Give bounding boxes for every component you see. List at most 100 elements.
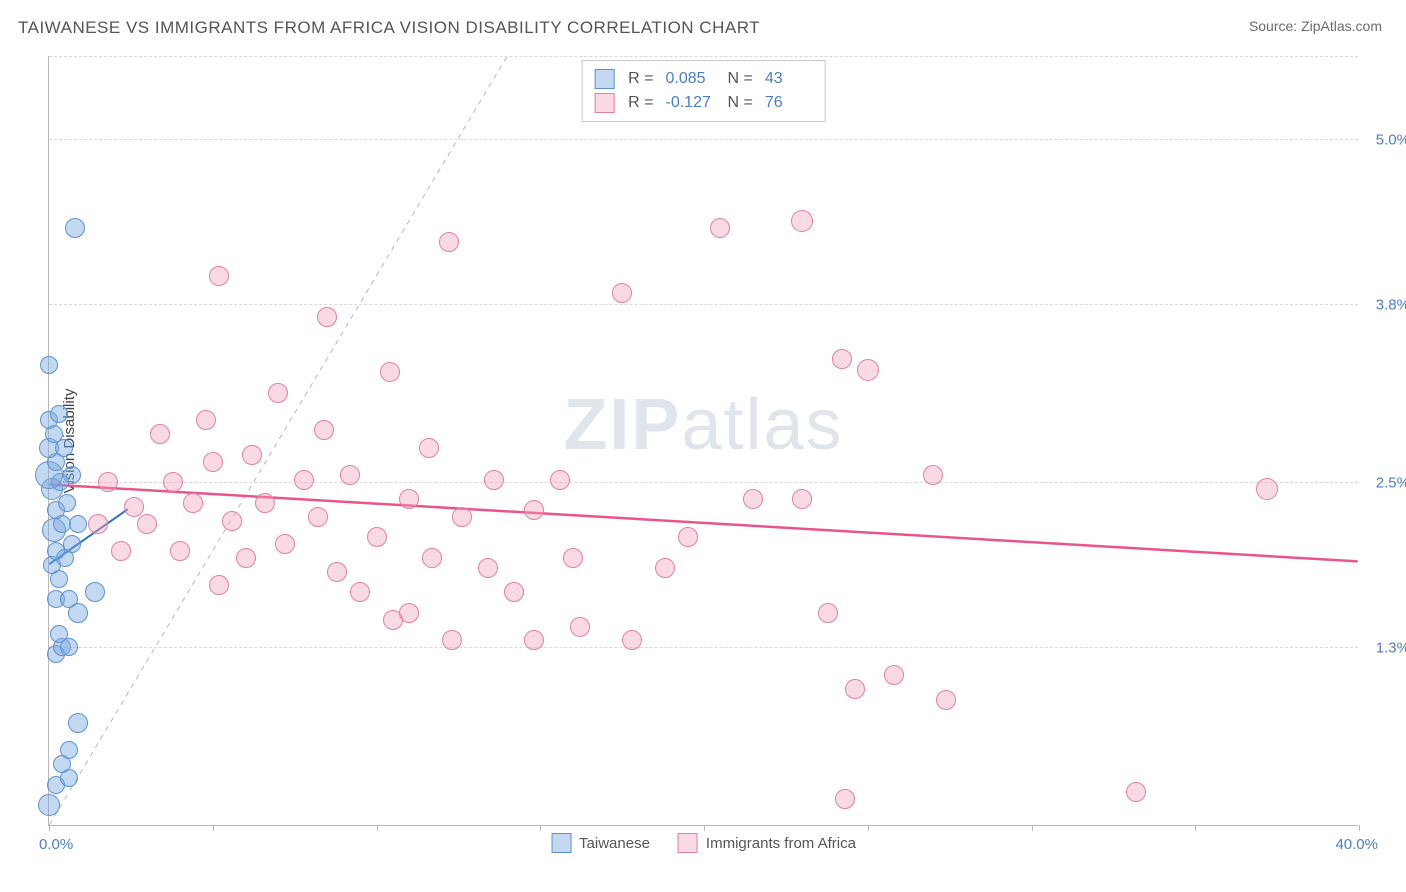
x-axis-max-label: 40.0% [1335, 836, 1378, 853]
x-tick [704, 825, 705, 831]
data-point [38, 794, 60, 816]
legend-item: Taiwanese [551, 833, 650, 853]
data-point [60, 741, 78, 759]
data-point [524, 630, 544, 650]
correlation-legend: R =0.085N =43R =-0.127N =76 [581, 60, 826, 122]
data-point [884, 665, 904, 685]
gridline: 1.3% [49, 647, 1358, 648]
data-point [655, 558, 675, 578]
data-point [340, 465, 360, 485]
data-point [63, 535, 81, 553]
gridline: 5.0% [49, 139, 1358, 140]
watermark: ZIPatlas [563, 384, 843, 466]
y-tick-label: 3.8% [1364, 296, 1406, 313]
data-point [832, 349, 852, 369]
source-label: Source: ZipAtlas.com [1249, 18, 1382, 34]
r-label: R = [628, 94, 653, 112]
data-point [58, 494, 76, 512]
x-tick [540, 825, 541, 831]
data-point [124, 497, 144, 517]
gridline [49, 56, 1358, 57]
data-point [317, 307, 337, 327]
data-point [504, 582, 524, 602]
data-point [367, 527, 387, 547]
data-point [242, 445, 262, 465]
data-point [419, 438, 439, 458]
plot-area: Vision Disability 1.3%2.5%3.8%5.0% 0.0% … [48, 56, 1358, 826]
data-point [622, 630, 642, 650]
data-point [563, 548, 583, 568]
data-point [524, 500, 544, 520]
gridline: 3.8% [49, 304, 1358, 305]
x-tick [1195, 825, 1196, 831]
data-point [350, 582, 370, 602]
data-point [399, 603, 419, 623]
data-point [68, 713, 88, 733]
data-point [170, 541, 190, 561]
data-point [327, 562, 347, 582]
data-point [314, 420, 334, 440]
x-tick [868, 825, 869, 831]
r-value: 0.085 [666, 70, 714, 88]
data-point [137, 514, 157, 534]
data-point [40, 356, 58, 374]
data-point [222, 511, 242, 531]
r-value: -0.127 [666, 94, 714, 112]
legend-swatch [551, 833, 571, 853]
data-point [111, 541, 131, 561]
y-tick-label: 1.3% [1364, 640, 1406, 657]
data-point [570, 617, 590, 637]
data-point [792, 489, 812, 509]
data-point [98, 472, 118, 492]
data-point [196, 410, 216, 430]
data-point [85, 582, 105, 602]
n-label: N = [728, 70, 753, 88]
line [49, 56, 507, 825]
series-legend: Taiwanese Immigrants from Africa [551, 833, 856, 853]
data-point [710, 218, 730, 238]
data-point [255, 493, 275, 513]
data-point [845, 679, 865, 699]
watermark-rest: atlas [681, 385, 843, 465]
n-value: 76 [765, 94, 813, 112]
data-point [63, 466, 81, 484]
x-tick [1032, 825, 1033, 831]
data-point [791, 210, 813, 232]
data-point [380, 362, 400, 382]
data-point [439, 232, 459, 252]
watermark-bold: ZIP [563, 385, 681, 465]
legend-row: R =0.085N =43 [594, 67, 813, 91]
data-point [50, 405, 68, 423]
legend-swatch [678, 833, 698, 853]
x-axis-min-label: 0.0% [39, 836, 73, 853]
data-point [47, 542, 65, 560]
chart-title: TAIWANESE VS IMMIGRANTS FROM AFRICA VISI… [18, 18, 760, 38]
legend-label: Taiwanese [579, 835, 650, 852]
legend-swatch [594, 93, 614, 113]
data-point [818, 603, 838, 623]
data-point [183, 493, 203, 513]
data-point [203, 452, 223, 472]
data-point [275, 534, 295, 554]
data-point [294, 470, 314, 490]
data-point [88, 514, 108, 534]
data-point [478, 558, 498, 578]
data-point [936, 690, 956, 710]
r-label: R = [628, 70, 653, 88]
data-point [209, 266, 229, 286]
legend-swatch [594, 69, 614, 89]
legend-item: Immigrants from Africa [678, 833, 856, 853]
data-point [422, 548, 442, 568]
data-point [50, 625, 68, 643]
trend-lines [49, 56, 1358, 825]
data-point [209, 575, 229, 595]
data-point [442, 630, 462, 650]
data-point [268, 383, 288, 403]
data-point [1256, 478, 1278, 500]
data-point [857, 359, 879, 381]
y-tick-label: 5.0% [1364, 131, 1406, 148]
data-point [60, 590, 78, 608]
gridline: 2.5% [49, 482, 1358, 483]
data-point [923, 465, 943, 485]
data-point [399, 489, 419, 509]
